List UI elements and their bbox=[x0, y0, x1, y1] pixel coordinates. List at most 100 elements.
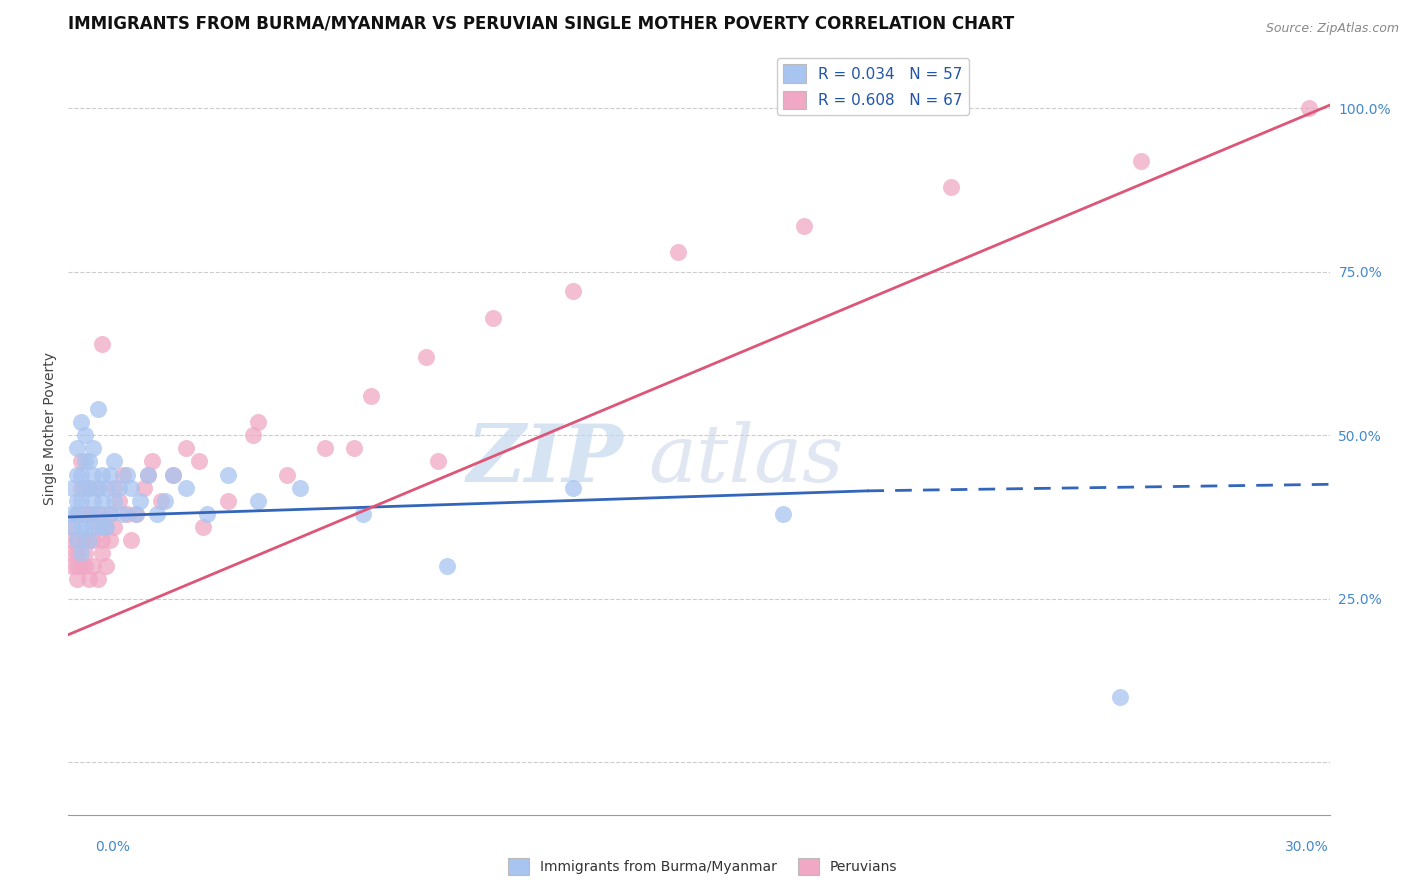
Point bbox=[195, 507, 218, 521]
Legend: R = 0.034   N = 57, R = 0.608   N = 67: R = 0.034 N = 57, R = 0.608 N = 67 bbox=[778, 58, 969, 115]
Point bbox=[73, 428, 96, 442]
Point bbox=[73, 454, 96, 468]
Point bbox=[70, 415, 93, 429]
Point bbox=[94, 520, 117, 534]
Point bbox=[276, 467, 298, 482]
Point bbox=[62, 559, 84, 574]
Point bbox=[82, 559, 104, 574]
Point bbox=[77, 507, 100, 521]
Point bbox=[136, 467, 159, 482]
Point bbox=[66, 467, 89, 482]
Point bbox=[62, 533, 84, 547]
Point bbox=[115, 467, 138, 482]
Point bbox=[62, 520, 84, 534]
Point bbox=[66, 493, 89, 508]
Point bbox=[90, 336, 112, 351]
Point bbox=[191, 520, 214, 534]
Point bbox=[82, 467, 104, 482]
Point bbox=[86, 481, 108, 495]
Point bbox=[73, 520, 96, 534]
Point bbox=[107, 481, 129, 495]
Point bbox=[246, 415, 269, 429]
Point bbox=[66, 442, 89, 456]
Point bbox=[115, 507, 138, 521]
Point bbox=[70, 559, 93, 574]
Point bbox=[482, 310, 505, 325]
Point bbox=[70, 507, 93, 521]
Point bbox=[90, 533, 112, 547]
Point bbox=[772, 507, 794, 521]
Point bbox=[77, 533, 100, 547]
Text: atlas: atlas bbox=[648, 421, 844, 499]
Point bbox=[90, 493, 112, 508]
Point bbox=[98, 507, 121, 521]
Point bbox=[174, 481, 197, 495]
Point bbox=[103, 520, 125, 534]
Point bbox=[174, 442, 197, 456]
Text: ZIP: ZIP bbox=[467, 421, 623, 499]
Point bbox=[288, 481, 311, 495]
Point bbox=[128, 493, 150, 508]
Point bbox=[217, 467, 239, 482]
Point bbox=[86, 507, 108, 521]
Point bbox=[70, 454, 93, 468]
Point bbox=[343, 442, 366, 456]
Text: 30.0%: 30.0% bbox=[1285, 840, 1329, 855]
Point bbox=[1129, 153, 1152, 168]
Point bbox=[94, 520, 117, 534]
Point bbox=[82, 442, 104, 456]
Point bbox=[562, 285, 585, 299]
Point bbox=[149, 493, 172, 508]
Point bbox=[132, 481, 155, 495]
Point bbox=[1108, 690, 1130, 704]
Point bbox=[82, 533, 104, 547]
Point bbox=[1298, 101, 1320, 115]
Point bbox=[94, 559, 117, 574]
Point bbox=[90, 546, 112, 560]
Point bbox=[82, 493, 104, 508]
Point bbox=[62, 481, 84, 495]
Point bbox=[103, 454, 125, 468]
Point bbox=[145, 507, 167, 521]
Point bbox=[793, 219, 815, 233]
Point bbox=[70, 520, 93, 534]
Point bbox=[73, 533, 96, 547]
Point bbox=[82, 520, 104, 534]
Point bbox=[162, 467, 184, 482]
Point bbox=[666, 245, 689, 260]
Point bbox=[187, 454, 209, 468]
Point bbox=[73, 546, 96, 560]
Text: IMMIGRANTS FROM BURMA/MYANMAR VS PERUVIAN SINGLE MOTHER POVERTY CORRELATION CHAR: IMMIGRANTS FROM BURMA/MYANMAR VS PERUVIA… bbox=[69, 15, 1015, 33]
Point bbox=[62, 546, 84, 560]
Point bbox=[136, 467, 159, 482]
Y-axis label: Single Mother Poverty: Single Mother Poverty bbox=[44, 352, 58, 505]
Point bbox=[86, 520, 108, 534]
Point bbox=[103, 493, 125, 508]
Point bbox=[111, 507, 134, 521]
Point bbox=[427, 454, 450, 468]
Point bbox=[77, 481, 100, 495]
Point bbox=[107, 493, 129, 508]
Point bbox=[66, 533, 89, 547]
Point bbox=[86, 402, 108, 417]
Point bbox=[77, 454, 100, 468]
Point bbox=[66, 507, 89, 521]
Point bbox=[77, 481, 100, 495]
Point bbox=[66, 559, 89, 574]
Point bbox=[124, 507, 146, 521]
Text: 0.0%: 0.0% bbox=[96, 840, 131, 855]
Point bbox=[98, 467, 121, 482]
Legend: Immigrants from Burma/Myanmar, Peruvians: Immigrants from Burma/Myanmar, Peruvians bbox=[503, 853, 903, 880]
Point bbox=[73, 559, 96, 574]
Point bbox=[242, 428, 264, 442]
Point bbox=[66, 546, 89, 560]
Point bbox=[70, 467, 93, 482]
Point bbox=[70, 546, 93, 560]
Point bbox=[77, 507, 100, 521]
Point bbox=[120, 481, 142, 495]
Point bbox=[94, 481, 117, 495]
Point bbox=[62, 520, 84, 534]
Point bbox=[141, 454, 163, 468]
Point bbox=[73, 507, 96, 521]
Point bbox=[66, 533, 89, 547]
